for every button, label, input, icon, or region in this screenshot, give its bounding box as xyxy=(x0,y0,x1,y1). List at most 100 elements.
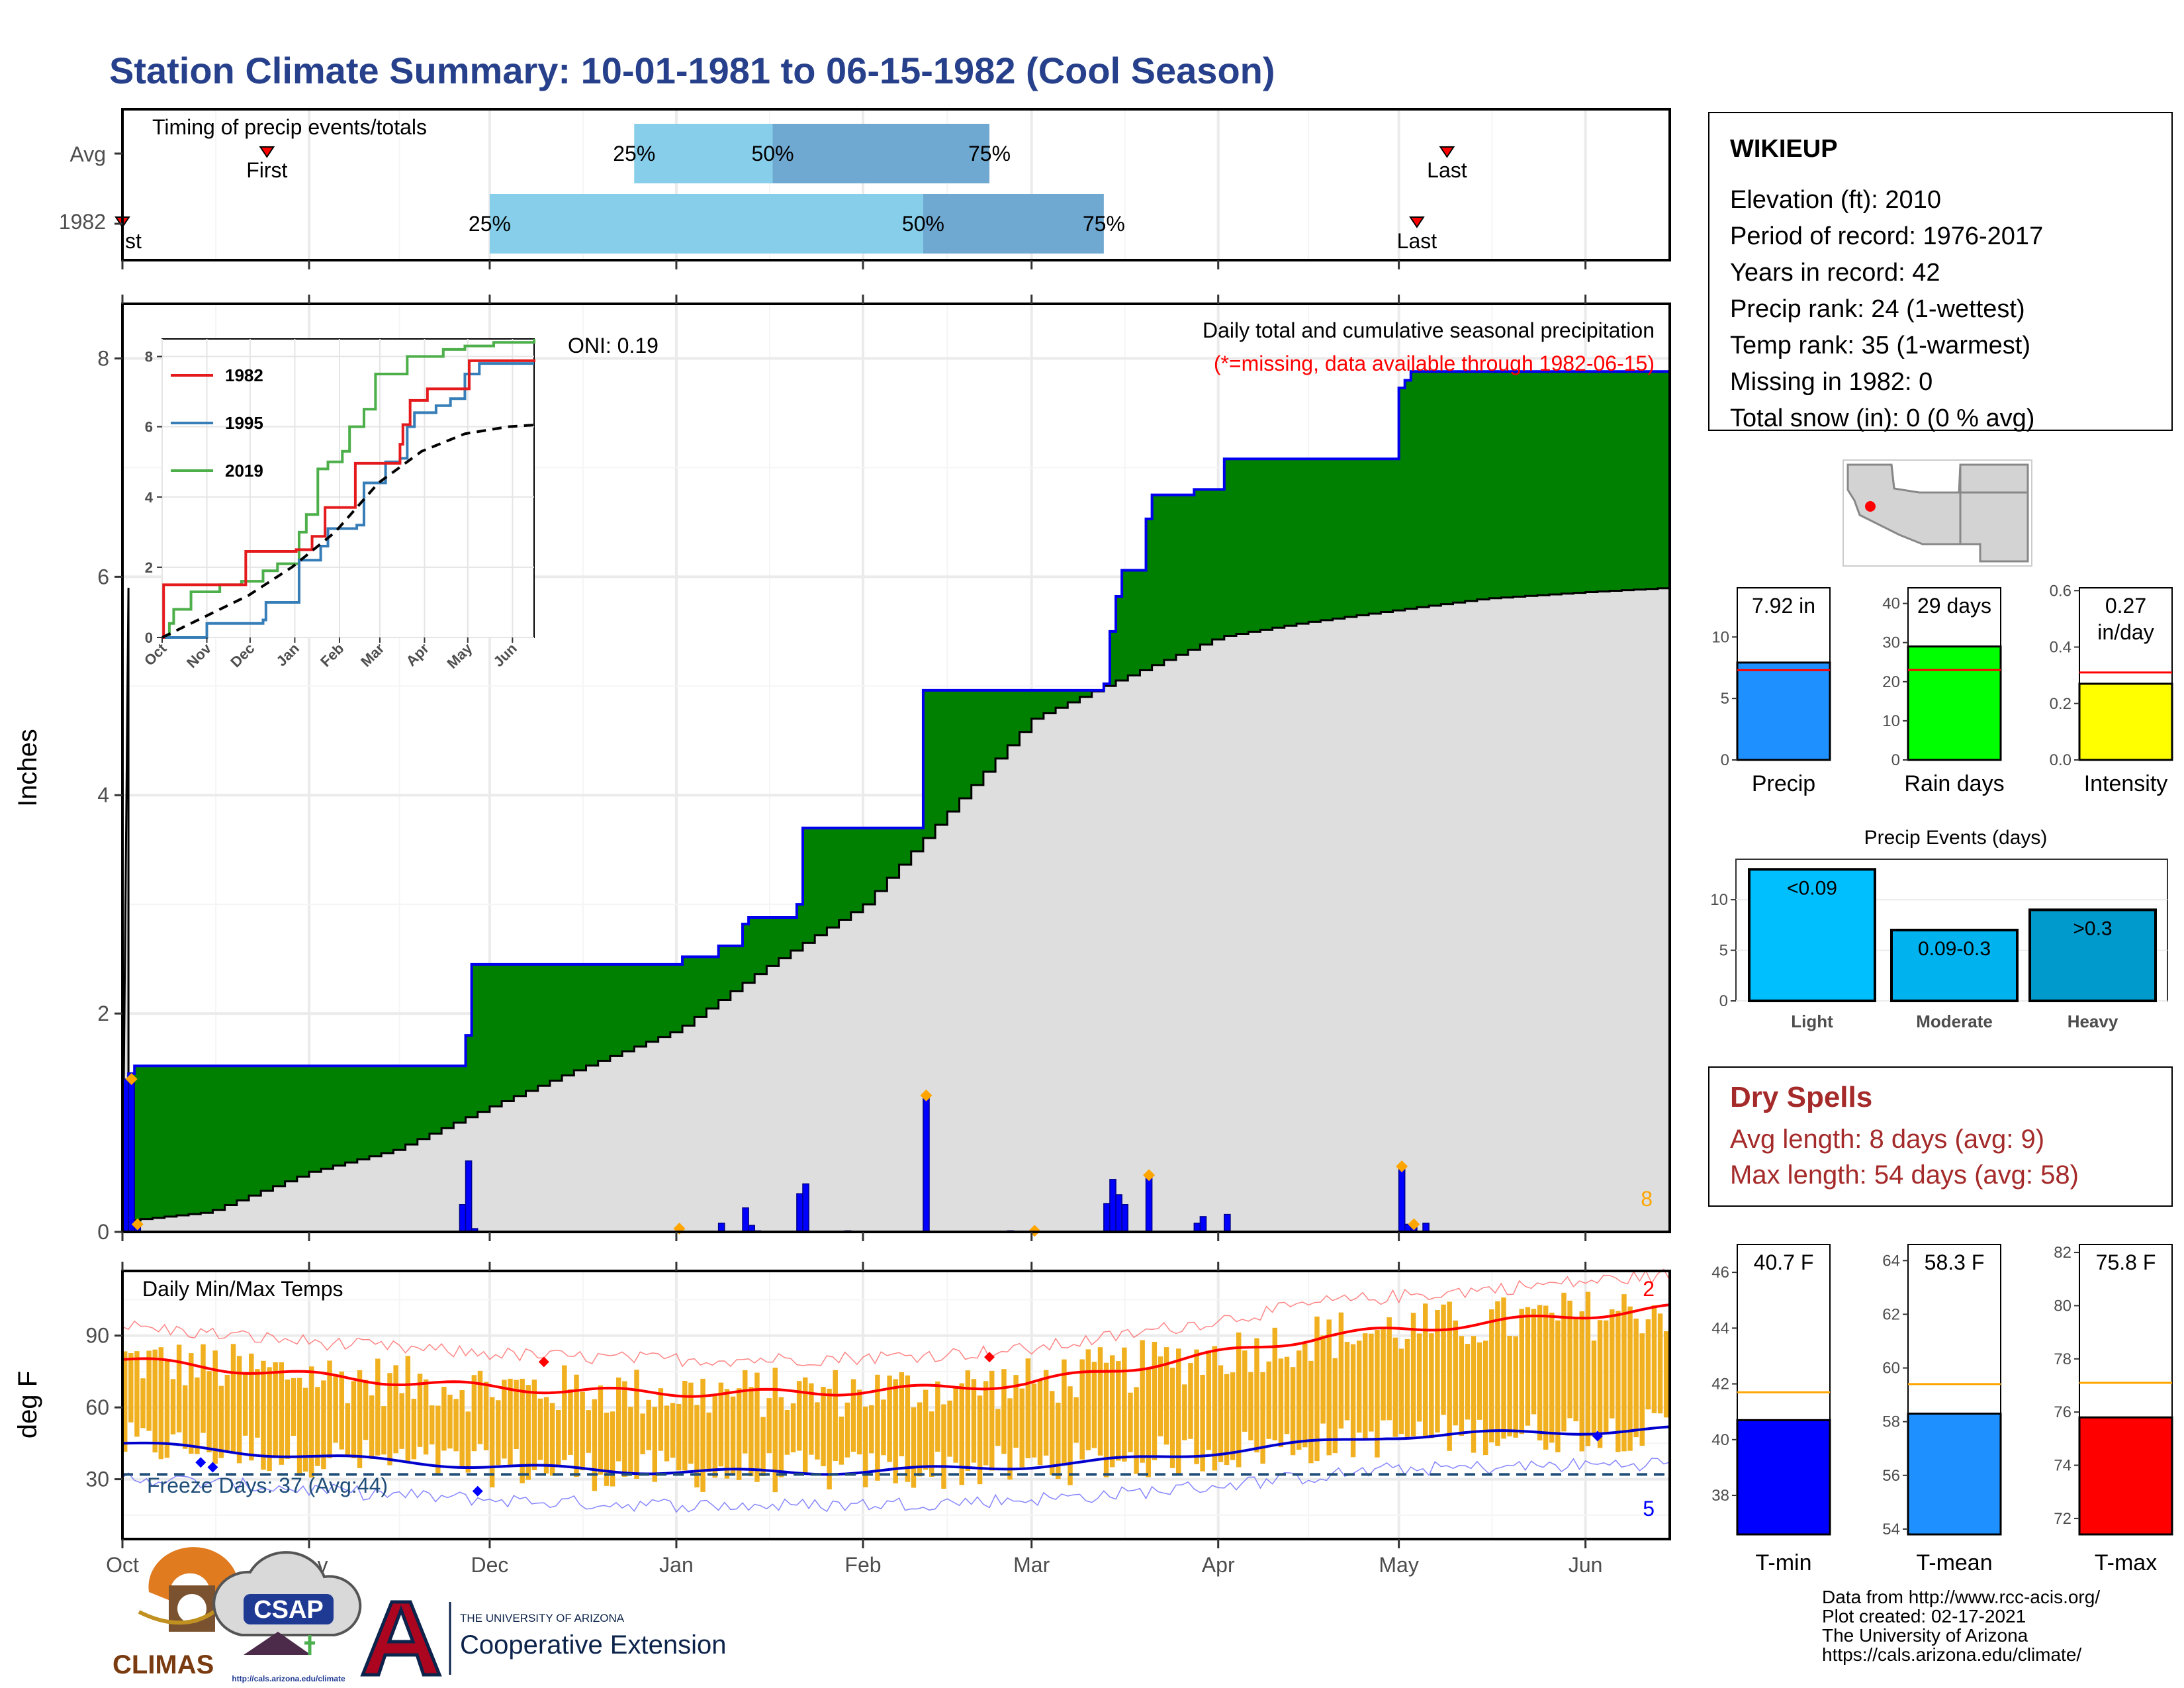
record-precip-diamond xyxy=(1408,1218,1420,1231)
daily-temp-range-bar xyxy=(827,1388,832,1490)
daily-temp-range-bar xyxy=(615,1377,621,1462)
x-tick-label: Dec xyxy=(471,1553,508,1577)
daily-temp-range-bar xyxy=(375,1358,381,1456)
daily-temp-range-bar xyxy=(363,1380,369,1440)
mini-chart-value-label: 75.8 F xyxy=(2096,1250,2156,1274)
daily-temp-range-bar xyxy=(1416,1333,1422,1422)
daily-temp-range-bar xyxy=(760,1417,766,1477)
record-precip-diamond xyxy=(131,1218,144,1231)
daily-temp-range-bar xyxy=(1435,1310,1440,1432)
daily-temp-range-bar xyxy=(345,1403,351,1456)
csap-mountain xyxy=(244,1632,311,1655)
daily-temp-range-bar xyxy=(1326,1319,1332,1456)
daily-temp-range-bar xyxy=(423,1379,429,1455)
daily-temp-range-bar xyxy=(1103,1362,1109,1477)
mini-chart-category-label: T-mean xyxy=(1916,1550,1992,1575)
daily-temp-range-bar xyxy=(393,1365,398,1454)
daily-temp-range-bar xyxy=(1471,1336,1477,1453)
mini-y-tick-label: 80 xyxy=(2054,1297,2071,1315)
events-y-tick-label: 0 xyxy=(1719,992,1728,1010)
precip-event-bar xyxy=(1748,868,1876,1003)
daily-precip-bar xyxy=(1398,1166,1406,1233)
daily-temp-range-bar xyxy=(1254,1338,1259,1453)
daily-temp-range-bar xyxy=(537,1398,543,1460)
daily-temp-range-bar xyxy=(941,1404,946,1489)
inset-y-tick-label: 4 xyxy=(145,489,154,506)
inset-series-1995 xyxy=(162,362,534,639)
precip-event-count: 8 xyxy=(1641,1187,1653,1211)
mini-y-tick-label: 60 xyxy=(1882,1360,1900,1378)
precip-event-category: Moderate xyxy=(1916,1011,1993,1031)
record-precip-diamond xyxy=(1396,1160,1408,1173)
daily-temp-range-bar xyxy=(862,1406,868,1487)
daily-temp-range-bar xyxy=(170,1379,176,1434)
csap-cactus xyxy=(304,1635,315,1655)
daily-temp-range-bar xyxy=(417,1374,423,1447)
daily-temp-range-bar xyxy=(1025,1358,1031,1458)
mini-y-tick-label: 40 xyxy=(1882,595,1900,613)
dry-spells-max-length: Max length: 54 days (avg: 58) xyxy=(1730,1160,2079,1190)
daily-temp-range-bar xyxy=(1062,1359,1067,1465)
daily-temp-range-bar xyxy=(496,1400,501,1466)
y-tick-label: 6 xyxy=(97,565,109,588)
daily-temp-range-bar xyxy=(261,1360,266,1470)
freeze-days-label: Freeze Days: 37 (Avg:44) xyxy=(147,1474,388,1497)
daily-temp-range-bar xyxy=(1482,1340,1488,1456)
daily-temp-range-bar xyxy=(405,1356,411,1462)
mini-y-tick-label: 76 xyxy=(2054,1403,2071,1421)
events-y-tick-label: 5 xyxy=(1719,942,1728,960)
oni-label: ONI: 0.19 xyxy=(568,334,659,357)
y-tick-label: 90 xyxy=(85,1324,109,1348)
daily-temp-range-bar xyxy=(935,1382,940,1452)
daily-temp-range-bar xyxy=(610,1411,615,1487)
mini-y-tick-label: 5 xyxy=(1721,690,1729,708)
precip-event-bar-label: >0.3 xyxy=(2073,917,2112,939)
daily-temp-range-bar xyxy=(1350,1344,1356,1458)
precip-missing-note: (*=missing, data available through 1982-… xyxy=(1214,352,1655,375)
x-tick-label: May xyxy=(1379,1553,1418,1577)
daily-temp-range-bar xyxy=(525,1385,531,1480)
daily-temp-range-bar xyxy=(718,1382,724,1467)
precip-y-label: Inches xyxy=(13,729,42,807)
daily-temp-range-bar xyxy=(1308,1360,1314,1464)
daily-temp-range-bar xyxy=(549,1403,555,1476)
timing-bar-25-50 xyxy=(634,124,773,183)
daily-temp-range-bar xyxy=(1176,1348,1181,1475)
daily-temp-range-bar xyxy=(1501,1297,1506,1439)
daily-temp-range-bar xyxy=(682,1381,688,1471)
mini-y-tick-label: 0.4 xyxy=(2050,639,2071,657)
daily-temp-range-bar xyxy=(562,1365,567,1460)
daily-temp-range-bar xyxy=(893,1379,898,1483)
csap-wordmark: CSAP xyxy=(253,1596,324,1624)
inset-bg xyxy=(161,338,535,638)
daily-temp-range-bar xyxy=(471,1375,477,1452)
daily-temp-range-bar xyxy=(1639,1333,1645,1446)
daily-temp-range-bar xyxy=(357,1370,363,1468)
daily-temp-range-bar xyxy=(977,1395,983,1485)
average-cumulative-line xyxy=(121,587,1671,1222)
credit-university: The University of Arizona xyxy=(1822,1625,2028,1646)
mini-y-tick-label: 82 xyxy=(2054,1244,2071,1262)
daily-temp-range-bar xyxy=(242,1373,248,1436)
inset-lines xyxy=(161,339,535,639)
timing-bar-50-75 xyxy=(923,194,1104,254)
daily-temp-range-bar xyxy=(285,1379,291,1459)
daily-temp-range-bar xyxy=(670,1403,676,1458)
credits: Data from http://www.rcc-acis.org/ Plot … xyxy=(1822,1587,2100,1665)
daily-temp-range-bar xyxy=(1441,1304,1446,1415)
daily-temp-range-bar xyxy=(881,1399,886,1456)
daily-temp-range-bar xyxy=(176,1344,182,1432)
daily-temp-range-bar xyxy=(411,1399,417,1460)
x-tick-label: Jan xyxy=(659,1553,694,1577)
daily-temp-range-bar xyxy=(1513,1336,1518,1438)
record-precip-diamond xyxy=(920,1089,933,1102)
daily-temp-range-bar xyxy=(1163,1347,1169,1445)
daily-temp-range-bar xyxy=(1633,1318,1639,1438)
daily-temp-range-bar xyxy=(212,1350,218,1464)
daily-temp-range-bar xyxy=(1543,1305,1549,1450)
daily-temp-range-bar xyxy=(321,1380,326,1470)
station-snow: Total snow (in): 0 (0 % avg) xyxy=(1730,404,2034,432)
daily-temp-range-bar xyxy=(1356,1340,1362,1433)
daily-temp-range-bar xyxy=(790,1403,796,1453)
mini-chart-category-label: Rain days xyxy=(1904,771,2004,796)
